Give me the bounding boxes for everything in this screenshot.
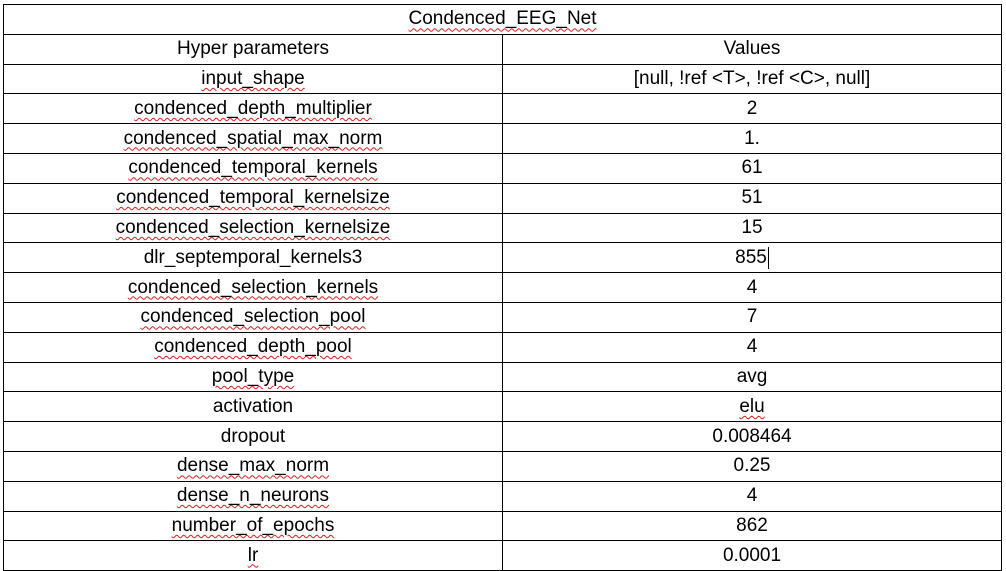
table-row: condenced_selection_kernels 4 [3, 272, 1003, 303]
hyperparameter-table: Condenced_EEG_Net Hyper parameters Value… [2, 4, 1003, 571]
value-cell[interactable]: 4 [501, 480, 1003, 512]
param-value: 4 [746, 336, 758, 358]
param-cell[interactable]: condenced_selection_kernelsize [3, 212, 503, 244]
table-row: condenced_spatial_max_norm 1. [3, 123, 1003, 154]
table-row: condenced_selection_kernelsize 15 [3, 212, 1003, 244]
table-row: condenced_depth_pool 4 [3, 331, 1003, 363]
table-row: activation elu [3, 391, 1003, 423]
value-cell[interactable]: 4 [501, 331, 1003, 363]
param-value: elu [739, 395, 765, 417]
value-cell[interactable]: 51 [501, 182, 1003, 214]
value-cell[interactable]: elu [501, 391, 1003, 423]
param-cell[interactable]: condenced_spatial_max_norm [3, 123, 503, 154]
param-cell[interactable]: lr [3, 540, 503, 571]
param-value: 4 [746, 485, 758, 507]
param-cell[interactable]: dlr_septemporal_kernels3 [3, 242, 503, 274]
param-name: pool_type [211, 365, 295, 387]
value-cell[interactable]: 0.008464 [501, 421, 1003, 452]
table-row: condenced_temporal_kernelsize 51 [3, 182, 1003, 214]
value-cell[interactable]: 855 [501, 242, 1003, 274]
param-cell[interactable]: input_shape [3, 63, 503, 95]
param-cell[interactable]: dense_n_neurons [3, 480, 503, 512]
value-cell[interactable]: [null, !ref <T>, !ref <C>, null] [501, 63, 1003, 95]
param-value: [null, !ref <T>, !ref <C>, null] [633, 67, 871, 89]
table-header-row: Hyper parameters Values [3, 33, 1003, 65]
table-row: condenced_depth_multiplier 2 [3, 93, 1003, 125]
param-name: dense_max_norm [176, 455, 330, 477]
param-value: avg [736, 365, 768, 387]
param-name: condenced_depth_pool [154, 336, 352, 358]
param-cell[interactable]: condenced_depth_multiplier [3, 93, 503, 125]
param-name: lr [247, 544, 259, 566]
param-cell[interactable]: condenced_depth_pool [3, 331, 503, 363]
param-name: condenced_depth_multiplier [134, 97, 372, 119]
param-name: number_of_epochs [171, 514, 335, 536]
table-row: dlr_septemporal_kernels3 855 [3, 242, 1003, 274]
value-cell[interactable]: 7 [501, 301, 1003, 333]
table-title-row: Condenced_EEG_Net [2, 4, 1003, 35]
param-value: 7 [746, 306, 758, 328]
table-row: condenced_temporal_kernels 61 [3, 152, 1003, 184]
value-cell[interactable]: avg [501, 361, 1003, 393]
header-param-cell[interactable]: Hyper parameters [3, 33, 503, 65]
param-cell[interactable]: condenced_selection_kernels [3, 272, 503, 303]
param-value: 862 [736, 514, 768, 536]
value-cell[interactable]: 862 [501, 510, 1003, 542]
param-cell[interactable]: dropout [3, 421, 503, 452]
param-name: dense_n_neurons [176, 485, 330, 507]
value-cell[interactable]: 61 [501, 152, 1003, 184]
param-cell[interactable]: condenced_temporal_kernels [3, 152, 503, 184]
value-cell[interactable]: 1. [501, 123, 1003, 154]
param-name: activation [212, 395, 294, 417]
param-name: dlr_septemporal_kernels3 [143, 246, 363, 268]
param-name: condenced_temporal_kernelsize [116, 187, 390, 209]
header-value-cell[interactable]: Values [501, 33, 1003, 65]
param-name: condenced_temporal_kernels [128, 157, 378, 179]
value-cell[interactable]: 0.25 [501, 450, 1003, 482]
value-cell[interactable]: 15 [501, 212, 1003, 244]
value-cell[interactable]: 0.0001 [501, 540, 1003, 571]
param-cell[interactable]: condenced_selection_pool [3, 301, 503, 333]
param-value: 2 [746, 97, 758, 119]
value-cell[interactable]: 2 [501, 93, 1003, 125]
param-name: condenced_spatial_max_norm [123, 127, 383, 149]
param-value: 61 [741, 157, 763, 179]
table-row: condenced_selection_pool 7 [3, 301, 1003, 333]
param-value: 51 [741, 187, 763, 209]
param-value: 855 [735, 246, 767, 268]
table-row: lr 0.0001 [3, 540, 1003, 571]
table-title: Condenced_EEG_Net [408, 8, 597, 30]
param-name: input_shape [201, 67, 305, 89]
table-row: pool_type avg [3, 361, 1003, 393]
param-value: 4 [746, 276, 758, 298]
table-row: dense_n_neurons 4 [3, 480, 1003, 512]
param-name: dropout [220, 425, 286, 447]
param-cell[interactable]: dense_max_norm [3, 450, 503, 482]
param-value: 15 [741, 216, 763, 238]
param-cell[interactable]: number_of_epochs [3, 510, 503, 542]
table-row: dropout 0.008464 [3, 421, 1003, 452]
param-cell[interactable]: condenced_temporal_kernelsize [3, 182, 503, 214]
table-row: dense_max_norm 0.25 [3, 450, 1003, 482]
param-value: 0.0001 [722, 544, 782, 566]
param-value: 1. [744, 127, 760, 149]
value-cell[interactable]: 4 [501, 272, 1003, 303]
param-value: 0.008464 [712, 425, 792, 447]
param-cell[interactable]: pool_type [3, 361, 503, 393]
table-row: input_shape [null, !ref <T>, !ref <C>, n… [3, 63, 1003, 95]
header-value-label: Values [723, 38, 781, 60]
text-cursor [767, 246, 769, 269]
param-value: 0.25 [733, 455, 771, 477]
param-name: condenced_selection_kernelsize [115, 216, 391, 238]
param-name: condenced_selection_pool [140, 306, 366, 328]
table-title-cell[interactable]: Condenced_EEG_Net [2, 4, 1003, 35]
param-cell[interactable]: activation [3, 391, 503, 423]
param-name: condenced_selection_kernels [127, 276, 379, 298]
table-row: number_of_epochs 862 [3, 510, 1003, 542]
header-param-label: Hyper parameters [176, 38, 330, 60]
